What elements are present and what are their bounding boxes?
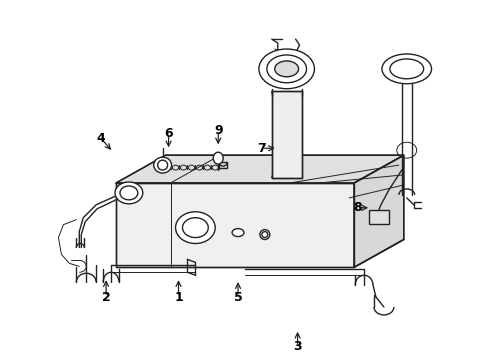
Ellipse shape bbox=[275, 61, 298, 77]
Text: 6: 6 bbox=[164, 127, 173, 140]
Ellipse shape bbox=[158, 160, 168, 170]
Ellipse shape bbox=[259, 49, 315, 89]
Text: 9: 9 bbox=[214, 124, 222, 137]
Text: 3: 3 bbox=[294, 340, 302, 353]
Polygon shape bbox=[116, 183, 354, 267]
Polygon shape bbox=[354, 155, 404, 267]
Ellipse shape bbox=[382, 54, 432, 84]
Ellipse shape bbox=[260, 230, 270, 239]
Bar bbox=[369, 210, 389, 224]
Ellipse shape bbox=[213, 152, 223, 164]
Ellipse shape bbox=[232, 229, 244, 237]
Ellipse shape bbox=[390, 59, 424, 79]
Text: 7: 7 bbox=[257, 142, 266, 155]
Text: 5: 5 bbox=[234, 291, 243, 303]
Text: 8: 8 bbox=[353, 201, 362, 214]
Ellipse shape bbox=[120, 186, 138, 200]
Ellipse shape bbox=[267, 55, 307, 83]
Ellipse shape bbox=[182, 218, 208, 238]
Text: 2: 2 bbox=[102, 291, 110, 303]
Ellipse shape bbox=[262, 231, 268, 238]
Polygon shape bbox=[116, 155, 404, 183]
Bar bbox=[272, 91, 301, 178]
Text: 4: 4 bbox=[97, 132, 105, 145]
Ellipse shape bbox=[115, 182, 143, 204]
Ellipse shape bbox=[175, 212, 215, 243]
Text: 1: 1 bbox=[174, 291, 183, 303]
Ellipse shape bbox=[154, 157, 172, 173]
